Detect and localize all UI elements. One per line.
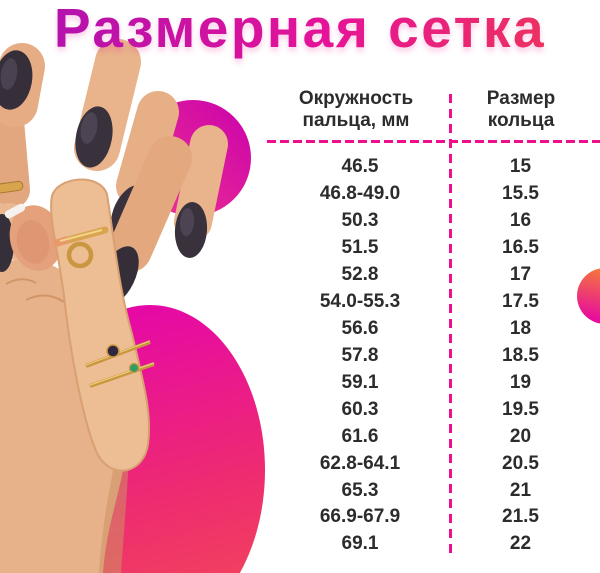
dashed-horizontal-divider xyxy=(267,140,600,143)
ring-size-value: 20 xyxy=(509,425,532,447)
table-row: 54.0-55.3 17.5 xyxy=(262,289,600,316)
gold-ring-left xyxy=(0,180,24,195)
circumference-value: 60.3 xyxy=(341,398,379,420)
knuckle-crease xyxy=(25,294,65,303)
ring-size-value: 15 xyxy=(509,156,532,178)
table-row: 69.1 22 xyxy=(262,531,600,558)
table-row: 56.6 18 xyxy=(262,316,600,343)
finger-index xyxy=(50,178,151,472)
ring-size-value: 17.5 xyxy=(502,291,539,313)
circumference-value: 62.8-64.1 xyxy=(319,452,401,474)
knuckle-crease xyxy=(5,278,37,285)
hand-photo-illustration xyxy=(0,39,228,573)
circumference-value: 59.1 xyxy=(341,371,379,393)
ring-size-value: 21 xyxy=(509,479,532,501)
thumb-blush xyxy=(16,220,50,264)
ring-size-value: 21.5 xyxy=(502,506,539,528)
ring-size-value: 18.5 xyxy=(502,344,539,366)
table-row: 61.6 20 xyxy=(262,423,600,450)
nail-sheen xyxy=(80,112,98,144)
table-row: 50.3 16 xyxy=(262,208,600,235)
ring-size-value: 15.5 xyxy=(502,183,539,205)
dark-gem xyxy=(106,344,120,358)
ring-size-value: 20.5 xyxy=(502,452,539,474)
green-gem xyxy=(128,362,140,374)
circumference-value: 46.5 xyxy=(341,156,379,178)
table-row: 65.3 21 xyxy=(262,477,600,504)
ring-size-value: 19 xyxy=(509,371,532,393)
gold-hoop-charm xyxy=(66,241,94,269)
table-row: 57.8 18.5 xyxy=(262,342,600,369)
circumference-value: 52.8 xyxy=(341,264,379,286)
circumference-value: 46.8-49.0 xyxy=(319,183,401,205)
column-header-circumference: Окружность пальца, мм xyxy=(298,88,414,131)
ring-highlight xyxy=(89,362,155,386)
column-header-ring-size: Размер кольца xyxy=(486,88,556,131)
circumference-value: 65.3 xyxy=(341,479,379,501)
ring-size-value: 16 xyxy=(509,210,532,232)
gold-stacking-ring-2 xyxy=(89,362,155,388)
nail-sheen xyxy=(0,58,18,90)
circumference-value: 69.1 xyxy=(341,533,379,555)
ring-size-value: 19.5 xyxy=(502,398,539,420)
circumference-value: 66.9-67.9 xyxy=(319,506,401,528)
circumference-value: 54.0-55.3 xyxy=(319,291,401,313)
ring-size-value: 18 xyxy=(509,317,532,339)
table-row: 62.8-64.1 20.5 xyxy=(262,450,600,477)
finger-fourth xyxy=(108,136,192,272)
nail-sheen xyxy=(179,208,195,236)
ring-size-value: 22 xyxy=(509,533,532,555)
table-row: 46.5 15 xyxy=(262,154,600,181)
circumference-value: 56.6 xyxy=(341,317,379,339)
ring-size-value: 16.5 xyxy=(502,237,539,259)
table-row: 60.3 19.5 xyxy=(262,396,600,423)
decor-circle-right-edge xyxy=(577,268,600,324)
dashed-vertical-divider xyxy=(449,94,452,558)
band-highlight xyxy=(59,229,103,242)
size-table-body: 46.5 15 46.8-49.0 15.5 50.3 16 51.5 16.5 52.8 17 5… xyxy=(262,154,600,558)
table-row: 51.5 16.5 xyxy=(262,235,600,262)
table-row: 66.9-67.9 21.5 xyxy=(262,504,600,531)
page-title: Размерная сетка xyxy=(0,0,600,60)
table-row: 46.8-49.0 15.5 xyxy=(262,181,600,208)
table-row: 52.8 17 xyxy=(262,262,600,289)
circumference-value: 61.6 xyxy=(341,425,379,447)
ring-size-value: 17 xyxy=(509,264,532,286)
white-ring-band xyxy=(4,203,26,219)
table-row: 59.1 19 xyxy=(262,369,600,396)
circumference-value: 50.3 xyxy=(341,210,379,232)
circumference-value: 57.8 xyxy=(341,344,379,366)
circumference-value: 51.5 xyxy=(341,237,379,259)
